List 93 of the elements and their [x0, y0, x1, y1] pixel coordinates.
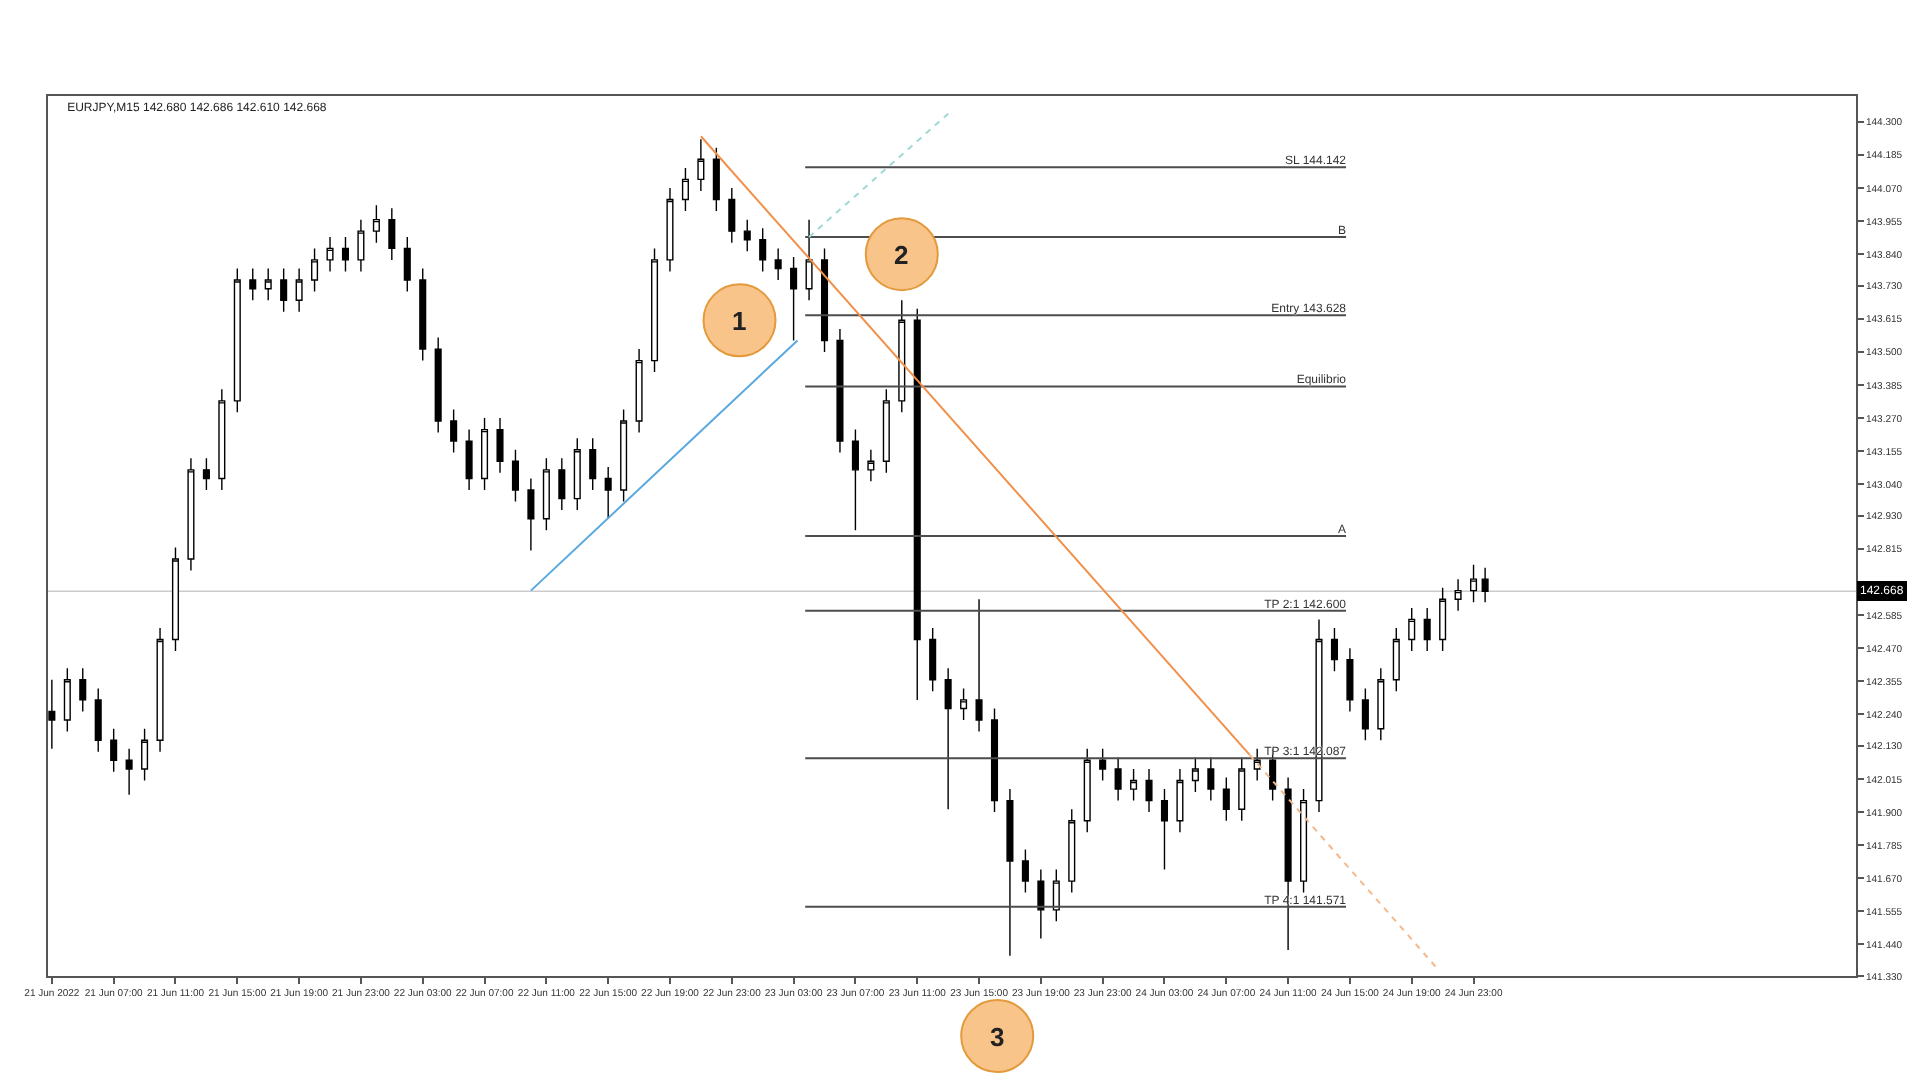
candlestick [913, 308, 921, 701]
candlestick [202, 457, 210, 491]
candlestick [666, 187, 674, 273]
candlestick [63, 667, 71, 733]
candlestick [141, 727, 149, 782]
candlestick [496, 417, 504, 474]
candlestick [712, 147, 720, 212]
candlestick [820, 247, 829, 353]
candlestick [944, 667, 952, 810]
candlestick [805, 218, 813, 301]
candlestick [450, 408, 458, 454]
candlestick [48, 679, 56, 750]
candlestick [1176, 768, 1184, 833]
candlestick [326, 236, 334, 273]
candlestick [1207, 756, 1215, 802]
candlestick [1222, 776, 1230, 822]
candlestick [1191, 756, 1199, 793]
candlestick [743, 218, 751, 252]
candlestick [990, 707, 999, 813]
candlestick [1145, 768, 1153, 813]
candlestick [388, 207, 396, 261]
candlestick [697, 138, 705, 192]
candlestick [1377, 667, 1385, 741]
candlestick [295, 267, 303, 313]
candlestick [681, 167, 689, 212]
candlestick [1454, 578, 1462, 612]
candlestick [1130, 768, 1138, 802]
candlestick [481, 417, 489, 491]
candlestick [94, 687, 102, 753]
candlestick [1083, 748, 1091, 833]
candlestick [511, 449, 519, 503]
candlestick [125, 748, 133, 796]
candlestick [341, 236, 349, 273]
candlestick [759, 227, 767, 273]
candlestick [1300, 788, 1308, 894]
candlestick [1408, 607, 1416, 652]
candlestick [357, 218, 365, 273]
candlestick [960, 687, 968, 721]
annotation: 1 [732, 306, 747, 336]
candlestick [372, 204, 380, 244]
candlestick [898, 299, 906, 414]
candlestick [542, 457, 550, 531]
candlestick [1439, 587, 1447, 652]
candlestick [171, 546, 180, 652]
candlestick [867, 449, 875, 483]
candlestick [774, 247, 782, 281]
candlestick [651, 247, 659, 373]
candlestick [434, 336, 442, 434]
candlestick [589, 437, 597, 491]
candlestick [403, 236, 411, 293]
candlestick [929, 627, 937, 692]
candlestick [110, 727, 118, 773]
candlestick [1006, 788, 1014, 957]
candlestick [280, 267, 288, 313]
candlestick [1423, 607, 1431, 652]
candlestick [465, 428, 473, 491]
candlestick [1037, 868, 1045, 940]
candlestick [851, 428, 859, 531]
candlestick [635, 348, 643, 434]
candlestick [1021, 848, 1029, 894]
candlestick [1361, 687, 1369, 741]
candlestick [311, 247, 319, 293]
candlestick [975, 598, 983, 733]
candlestick [1068, 808, 1076, 894]
candlestick [419, 267, 427, 362]
candlestick [156, 627, 164, 753]
candlestick [1346, 647, 1354, 713]
candlestick [264, 267, 272, 301]
candlestick [1470, 564, 1478, 603]
candlestick [1481, 566, 1489, 603]
candlestick [249, 267, 257, 301]
candlestick [836, 328, 844, 454]
candlestick [527, 477, 535, 552]
candlestick [1052, 868, 1060, 923]
candlestick [1114, 756, 1122, 802]
candlestick [604, 466, 612, 520]
candlestick [233, 267, 241, 414]
candlestick [728, 187, 736, 244]
candlestick [573, 437, 581, 511]
candlestick [79, 667, 87, 713]
annotation: 2 [894, 240, 909, 270]
candlestick [187, 457, 195, 572]
candlestick [1160, 788, 1169, 871]
candlestick [1099, 748, 1107, 782]
candlestick [620, 408, 628, 503]
text: 3 [990, 1022, 1005, 1052]
candlestick [1330, 627, 1338, 672]
candlestick [790, 256, 798, 342]
candlestick [1238, 756, 1246, 822]
candlestick [218, 388, 226, 491]
candlestick [882, 388, 890, 474]
candlestick [1392, 627, 1400, 692]
candlestick [558, 457, 566, 511]
